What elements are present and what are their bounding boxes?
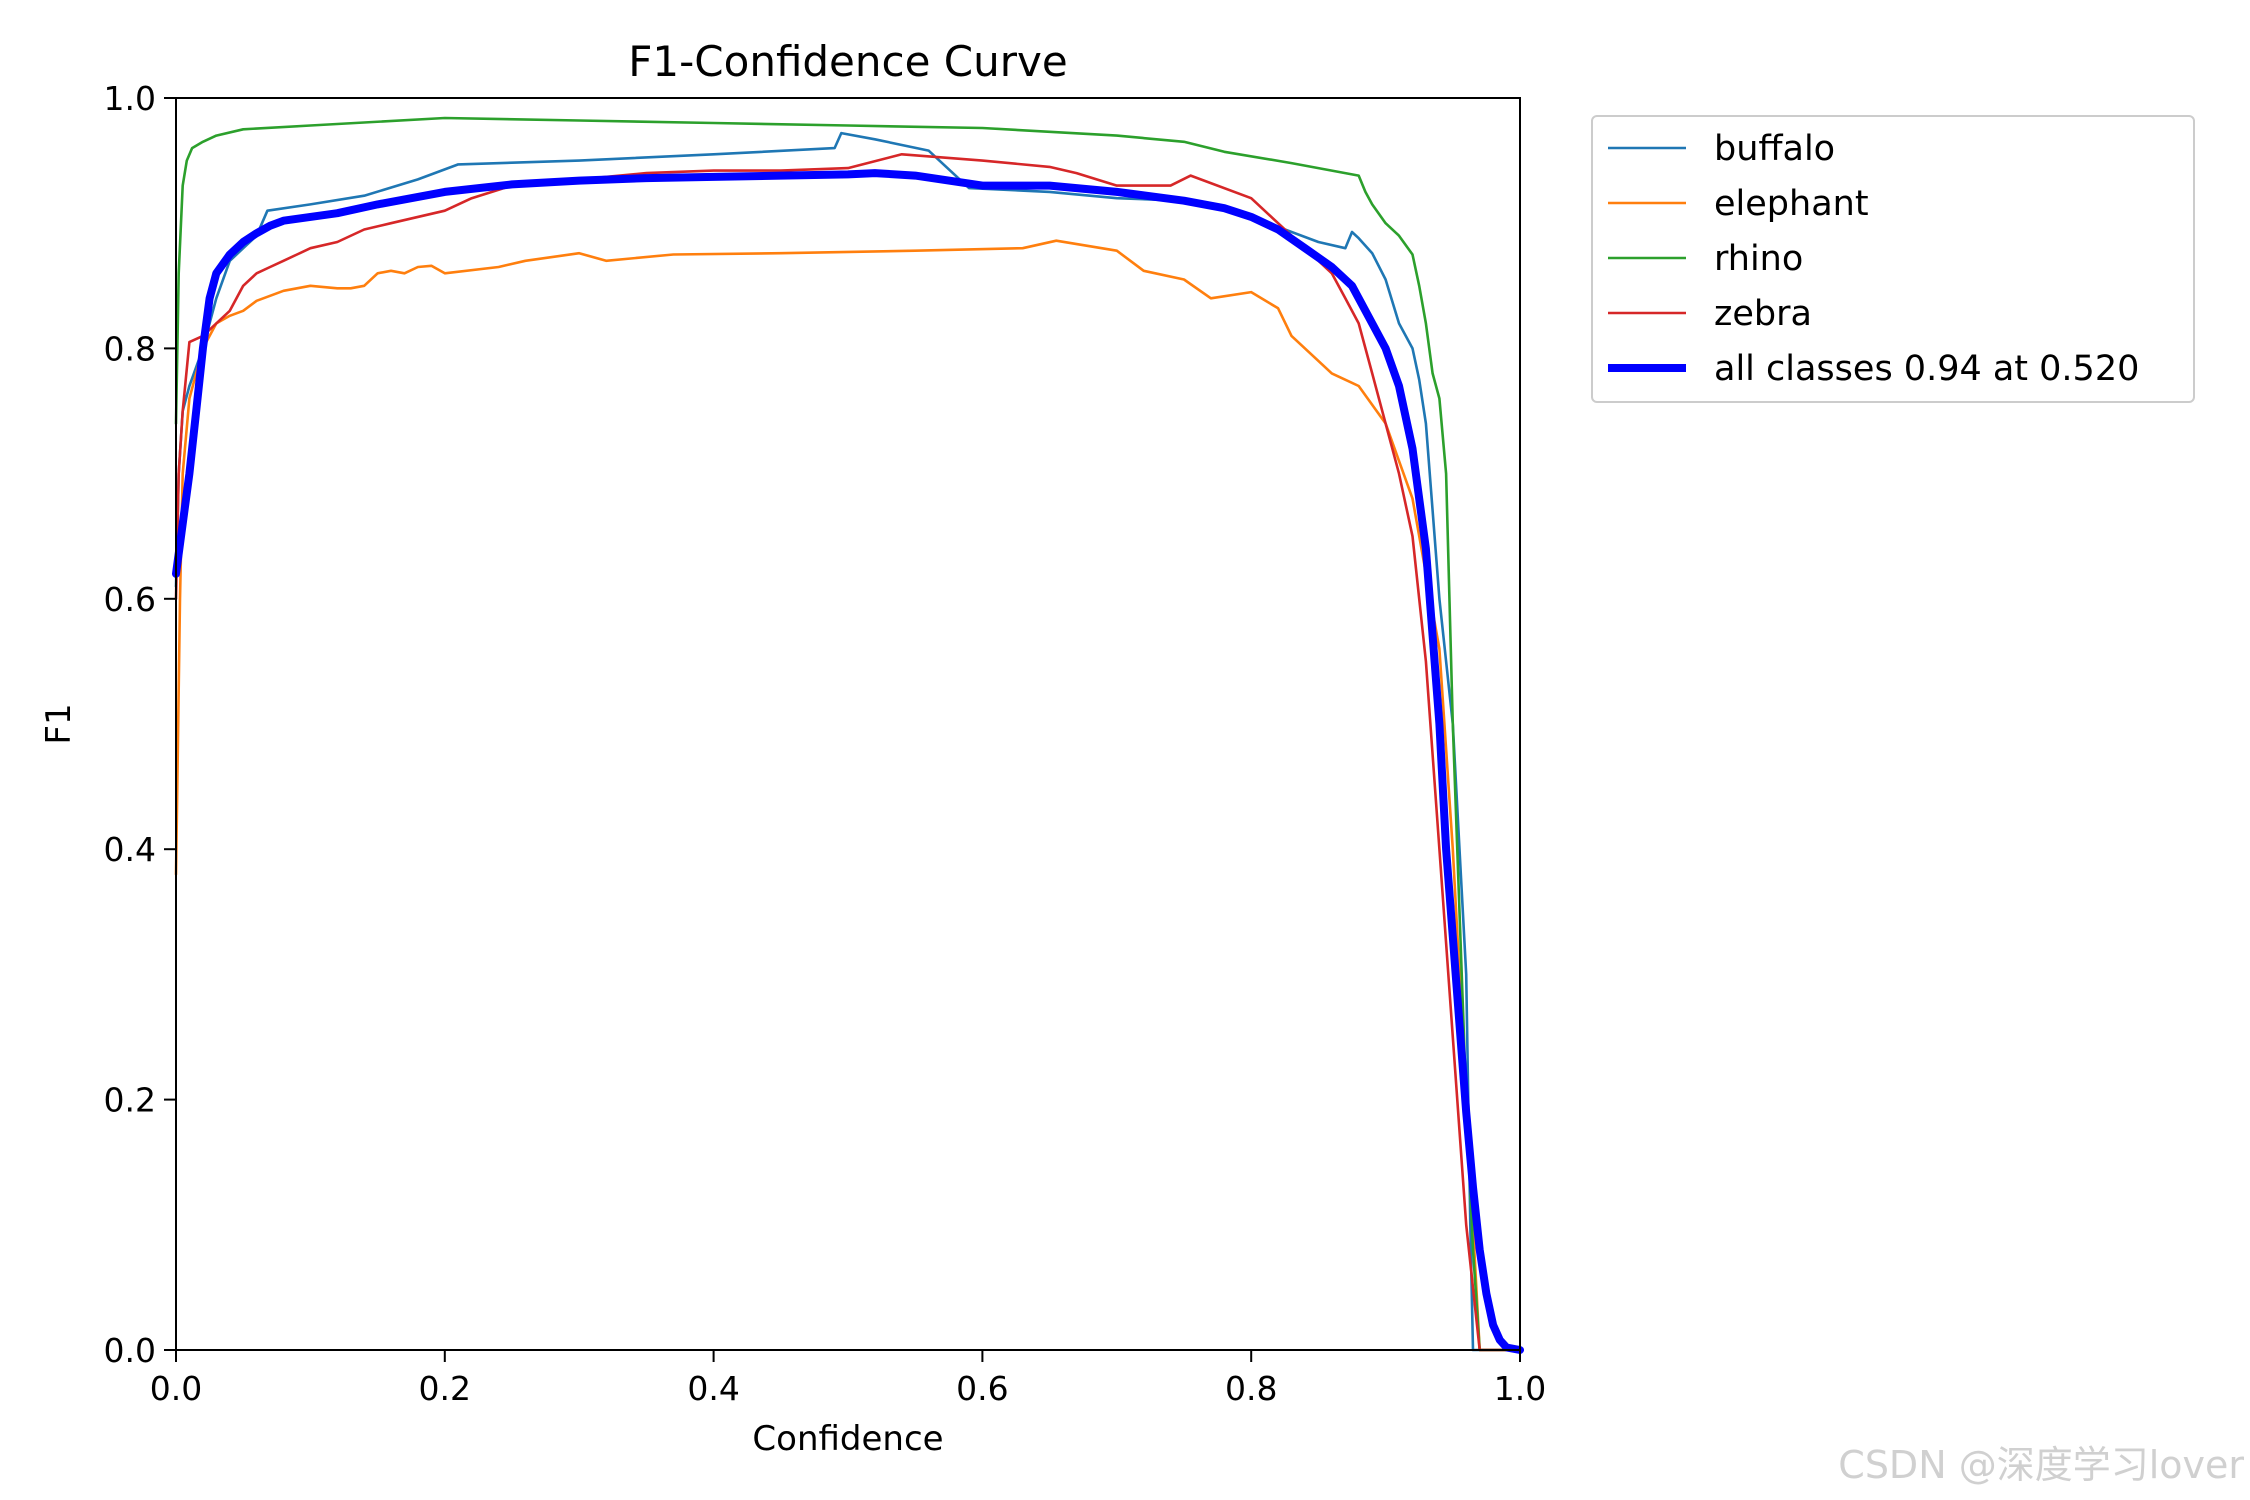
legend-label-buffalo: buffalo (1714, 129, 1835, 169)
axes-frame (175, 97, 1521, 1351)
chart-title: F1-Confidence Curve (628, 37, 1067, 86)
legend-label-zebra: zebra (1714, 294, 1812, 334)
legend-items: buffalo elephant rhino zebra all classes 0.9… (1608, 129, 2139, 389)
x-tick-label: 0.4 (687, 1369, 739, 1408)
y-tick-label: 1.0 (104, 79, 156, 118)
y-tick-label: 0.6 (104, 580, 156, 619)
series-line-zebra (174, 153, 1522, 1352)
x-axis-ticks: 0.0 0.2 0.4 0.6 0.8 1.0 (150, 1350, 1546, 1408)
y-tick-label: 0.4 (104, 830, 156, 869)
y-tick-label: 0.0 (104, 1331, 156, 1370)
y-axis-ticks: 0.0 0.2 0.4 0.6 0.8 1.0 (104, 79, 176, 1370)
y-tick-label: 0.2 (104, 1081, 156, 1120)
series-line-elephant (174, 239, 1522, 1352)
legend: buffalo elephant rhino zebra all classes 0.9… (1591, 115, 2195, 403)
x-axis-label: Confidence (752, 1419, 943, 1459)
watermark-text: CSDN @深度学习lover (1838, 1443, 2244, 1487)
series-line-all-classes (172, 169, 1524, 1354)
x-tick-label: 0.8 (1225, 1369, 1277, 1408)
x-tick-label: 0.6 (956, 1369, 1008, 1408)
legend-label-elephant: elephant (1714, 184, 1869, 224)
y-tick-label: 0.8 (104, 329, 156, 368)
series-line-rhino (174, 116, 1522, 1352)
x-tick-label: 0.2 (419, 1369, 471, 1408)
legend-label-rhino: rhino (1714, 239, 1803, 279)
legend-frame (1591, 115, 2195, 403)
plot-area (172, 97, 1524, 1354)
series-layer (172, 116, 1524, 1354)
y-axis-label: F1 (39, 703, 79, 744)
legend-label-all-classes: all classes 0.94 at 0.520 (1714, 349, 2139, 389)
x-tick-label: 1.0 (1494, 1369, 1546, 1408)
series-line-buffalo (174, 131, 1522, 1352)
x-tick-label: 0.0 (150, 1369, 202, 1408)
